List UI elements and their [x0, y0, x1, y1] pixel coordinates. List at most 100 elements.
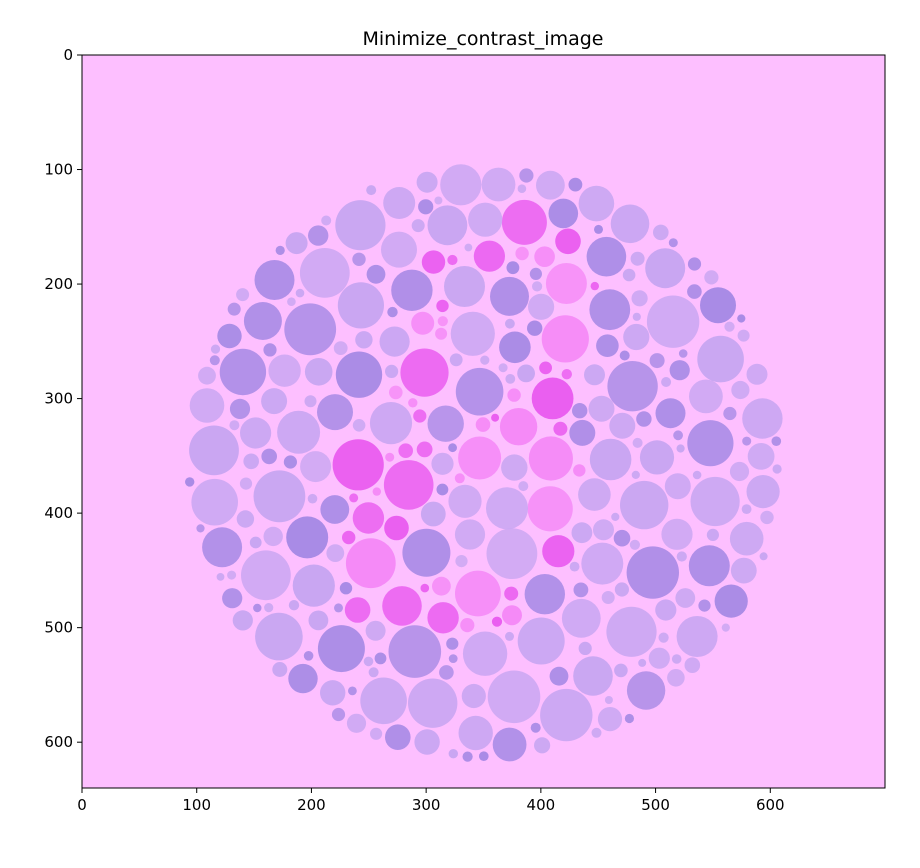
plate-dot — [431, 452, 454, 475]
plate-dot — [553, 421, 568, 436]
plate-dot — [370, 727, 383, 740]
plate-dot — [263, 343, 277, 357]
plate-dot — [272, 662, 288, 677]
plate-dot — [667, 669, 685, 687]
plate-dot — [692, 470, 702, 480]
plate-dot — [348, 686, 357, 696]
plate-dot — [334, 603, 343, 613]
plate-dot — [517, 617, 565, 665]
plate-dot — [366, 264, 386, 284]
plate-dot — [491, 616, 503, 627]
plate-dot — [196, 524, 205, 533]
plate-dot — [481, 167, 516, 202]
plate-dot — [352, 502, 385, 534]
x-tick-label: 200 — [297, 796, 326, 814]
plate-dot — [209, 355, 220, 366]
plate-dot — [300, 451, 332, 483]
plate-dot — [385, 452, 395, 462]
plate-dot — [671, 654, 682, 664]
plate-dot — [609, 412, 636, 439]
plate-dot — [669, 360, 690, 381]
plate-dot — [420, 583, 430, 593]
plate-dot — [534, 737, 551, 754]
plate-dot — [462, 631, 508, 676]
plate-dot — [658, 632, 669, 643]
plate-dot — [382, 586, 422, 626]
plate-dot — [368, 667, 379, 678]
plate-dot — [502, 605, 522, 626]
plate-dot — [568, 177, 583, 192]
plate-dot — [475, 417, 491, 432]
plate-dot — [232, 610, 253, 631]
plate-dot — [249, 536, 262, 549]
plate-dot — [411, 311, 435, 335]
plate-dot — [284, 303, 337, 356]
plate-dot — [607, 361, 658, 412]
plate-dot — [548, 198, 579, 229]
plate-dot — [455, 367, 504, 416]
y-tick-label: 0 — [63, 46, 73, 64]
plate-dot — [227, 570, 237, 580]
plate-dot — [684, 657, 701, 673]
axes-frame — [81, 54, 886, 789]
plate-dot — [589, 289, 631, 331]
plate-dot — [455, 570, 501, 617]
plate-dot — [264, 603, 274, 613]
plate-dot — [236, 288, 250, 302]
plate-dot — [517, 364, 535, 383]
plate-dot — [664, 473, 691, 500]
plate-dot — [604, 696, 613, 704]
plate-dot — [706, 528, 720, 542]
y-tick-label: 300 — [44, 390, 73, 408]
plate-dot — [355, 331, 373, 349]
plate-dot — [555, 228, 581, 255]
plate-dot — [593, 519, 614, 541]
plate-dot — [561, 369, 572, 380]
plate-dot — [317, 625, 365, 673]
plate-dot — [624, 713, 635, 724]
plate-dot — [436, 483, 449, 496]
plate-dot — [345, 538, 396, 589]
plate-dot — [307, 493, 318, 504]
plate-dot — [687, 284, 702, 299]
plate-dot — [649, 353, 665, 369]
plate-dot — [610, 204, 650, 244]
chart-title: Minimize_contrast_image — [363, 28, 604, 50]
plate-dot — [414, 729, 440, 755]
plate-dot — [285, 232, 308, 255]
plate-dot — [421, 250, 446, 274]
plate-dot — [536, 170, 565, 200]
plate-dot — [661, 518, 693, 550]
plate-dot — [532, 281, 543, 292]
plate-dot — [700, 287, 736, 324]
plate-dot — [611, 512, 620, 522]
plate-dot — [524, 574, 565, 615]
plate-dot — [255, 612, 303, 661]
y-tick-label: 500 — [44, 619, 73, 637]
plate-dot — [506, 261, 520, 275]
plate-dot — [498, 363, 508, 373]
plate-dot — [332, 439, 384, 491]
plate-dot — [730, 557, 757, 584]
plate-dot — [241, 550, 291, 601]
plate-dot — [286, 516, 329, 559]
plate-dot — [342, 530, 356, 545]
plate-dot — [687, 420, 734, 467]
plate-dot — [534, 246, 555, 267]
plate-dot — [661, 377, 672, 387]
y-axis: 0 100 200 300 400 500 600 — [44, 46, 82, 751]
plate-dot — [518, 481, 529, 492]
plate-dot — [479, 751, 489, 761]
plate-dot — [253, 470, 306, 523]
plate-dot — [527, 486, 573, 532]
plate-dot — [492, 727, 527, 762]
plate-dot — [561, 598, 601, 638]
plate-dot — [216, 573, 225, 581]
plate-dot — [480, 355, 490, 365]
plate-dot — [620, 480, 669, 530]
plate-dot — [352, 419, 366, 432]
x-tick-label: 600 — [756, 796, 785, 814]
plate-dot — [586, 236, 627, 277]
plate-dot — [352, 252, 366, 266]
